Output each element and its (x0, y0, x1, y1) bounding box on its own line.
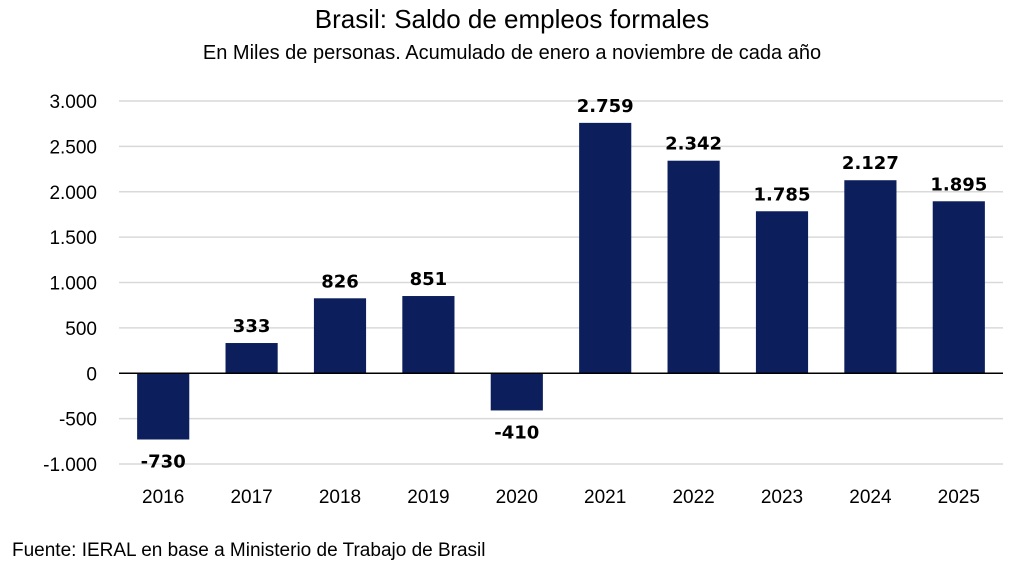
y-tick-label: 3.000 (49, 92, 97, 113)
data-label: 333 (233, 316, 271, 337)
data-label: 1.785 (754, 184, 811, 205)
bars (137, 122, 985, 440)
y-tick-label: 500 (65, 319, 97, 340)
x-tick-label: 2021 (584, 487, 626, 508)
bar-2019 (402, 296, 455, 374)
y-tick-label: 2.000 (49, 183, 97, 204)
source-note: Fuente: IERAL en base a Ministerio de Tr… (12, 540, 486, 561)
data-label: 2.127 (842, 153, 899, 174)
bar-2025 (932, 201, 985, 374)
data-label: 1.895 (930, 174, 987, 195)
bar-2024 (844, 180, 897, 374)
x-tick-label: 2025 (938, 487, 980, 508)
x-tick-label: 2017 (230, 487, 272, 508)
x-tick-label: 2018 (319, 487, 361, 508)
bar-2020 (490, 373, 543, 411)
data-label: 2.759 (577, 96, 634, 117)
data-label: 826 (321, 271, 359, 292)
y-tick-label: -1.000 (43, 455, 97, 476)
x-axis-ticks: 2016 2017 2018 2019 2020 2021 2022 2023 2024 2025 (142, 487, 980, 508)
x-tick-label: 2019 (407, 487, 449, 508)
y-tick-label: 1.000 (49, 274, 97, 295)
data-labels: -730 333 826 851 -410 2.759 2.342 1.785 2.127 1.8… (141, 96, 988, 473)
x-tick-label: 2024 (849, 487, 892, 508)
bar-2016 (137, 373, 190, 440)
x-tick-label: 2016 (142, 487, 184, 508)
y-tick-label: 2.500 (49, 137, 97, 158)
data-label: 851 (410, 269, 448, 290)
data-label: -410 (494, 422, 539, 443)
chart-subtitle: En Miles de personas. Acumulado de enero… (202, 42, 822, 64)
x-tick-label: 2023 (761, 487, 803, 508)
data-label: -730 (141, 451, 186, 472)
chart-title: Brasil: Saldo de empleos formales (314, 4, 710, 34)
bar-2021 (579, 122, 632, 374)
y-tick-label: 0 (86, 364, 97, 385)
y-tick-label: -500 (59, 410, 97, 431)
bar-2023 (755, 211, 809, 374)
bar-2018 (313, 298, 367, 374)
y-tick-label: 1.500 (49, 228, 97, 249)
bar-2017 (225, 343, 278, 374)
x-tick-label: 2020 (496, 487, 538, 508)
x-tick-label: 2022 (672, 487, 714, 508)
bar-2022 (667, 160, 720, 374)
data-label: 2.342 (665, 134, 722, 155)
y-axis-ticks: 3.000 2.500 2.000 1.500 1.000 500 0 -500 -1.000 (43, 92, 97, 476)
